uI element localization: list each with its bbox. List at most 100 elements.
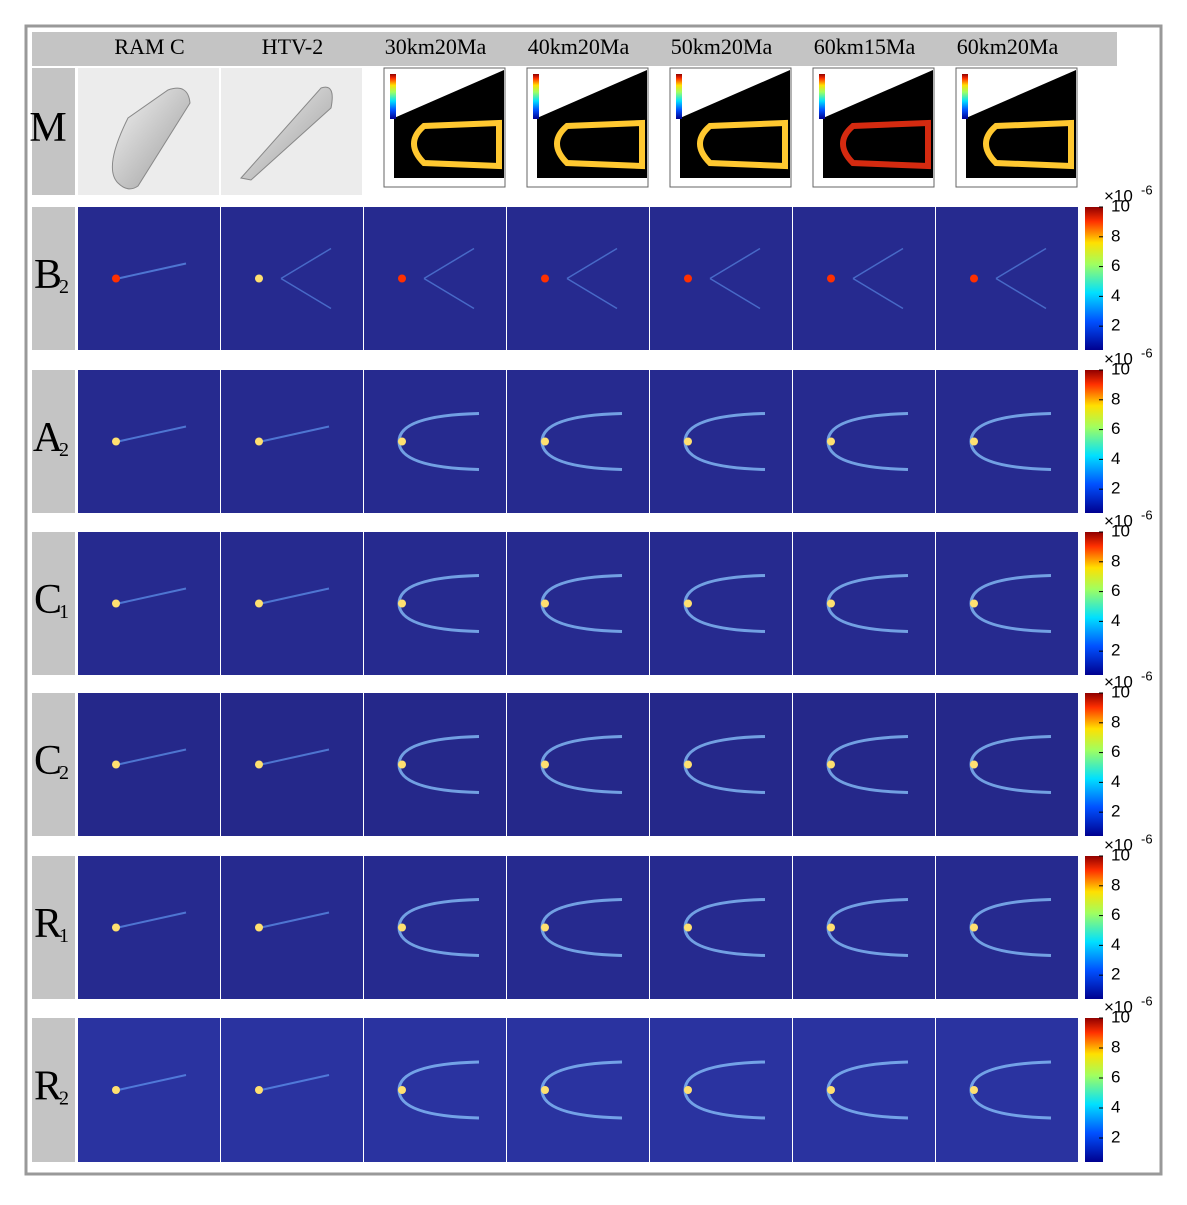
heatmap-panel bbox=[364, 207, 506, 350]
colorbar-exponent: -6 bbox=[1141, 993, 1153, 1008]
heatmap-panel bbox=[936, 856, 1078, 999]
heatmap-panel bbox=[650, 1018, 792, 1162]
heatmap-panel bbox=[221, 1018, 363, 1162]
ramc-model bbox=[111, 87, 191, 190]
hot-spot bbox=[112, 599, 120, 608]
colorbar-tick-label: 6 bbox=[1111, 256, 1120, 275]
hot-spot bbox=[398, 760, 406, 769]
shock-layer bbox=[697, 119, 788, 170]
colorbar-tick-label: 2 bbox=[1111, 1127, 1120, 1146]
heatmap-panel bbox=[78, 207, 220, 350]
heatmap-panel bbox=[650, 532, 792, 675]
colorbar-tick-label: 4 bbox=[1111, 772, 1120, 791]
heatmap-panel bbox=[78, 693, 220, 836]
heatmap-panel bbox=[936, 532, 1078, 675]
hot-spot bbox=[684, 274, 692, 283]
edge-trace bbox=[852, 247, 904, 310]
hot-spot bbox=[684, 437, 692, 446]
shock-layer bbox=[411, 119, 502, 170]
row-label-band bbox=[32, 532, 75, 675]
heatmap-panel bbox=[507, 1018, 649, 1162]
hot-spot bbox=[398, 923, 406, 932]
colorbar-tick-label: 8 bbox=[1111, 389, 1120, 408]
hot-spot bbox=[112, 923, 120, 932]
hot-spot bbox=[684, 599, 692, 608]
hot-spot bbox=[255, 760, 263, 769]
shock-layer bbox=[554, 119, 645, 170]
body-trace bbox=[260, 425, 330, 443]
hot-spot bbox=[398, 1086, 406, 1094]
colorbar-scale: ×10 bbox=[1104, 997, 1133, 1016]
hot-spot bbox=[398, 437, 406, 446]
edge-trace bbox=[280, 247, 332, 310]
hot-spot bbox=[970, 760, 978, 769]
heatmap-panel bbox=[793, 856, 935, 999]
contour-legend bbox=[676, 74, 682, 119]
edge-trace bbox=[566, 247, 618, 310]
colorbar-scale: ×10 bbox=[1104, 186, 1133, 205]
colorbar-tick-label: 10 bbox=[1111, 845, 1130, 864]
hot-spot bbox=[112, 274, 120, 283]
colorbar-tick-label: 8 bbox=[1111, 1037, 1120, 1056]
hot-spot bbox=[827, 274, 835, 283]
heatmap-panel bbox=[507, 856, 649, 999]
hot-spot bbox=[255, 923, 263, 932]
heatmap-panel bbox=[364, 370, 506, 513]
hot-spot bbox=[684, 1086, 692, 1094]
colorbar-tick-label: 8 bbox=[1111, 226, 1120, 245]
colorbar-tick-label: 8 bbox=[1111, 875, 1120, 894]
colorbar-tick-label: 10 bbox=[1111, 196, 1130, 215]
colorbar-tick-label: 6 bbox=[1111, 581, 1120, 600]
hot-spot bbox=[541, 599, 549, 608]
heatmap-panel bbox=[221, 856, 363, 999]
column-header: 60km20Ma bbox=[957, 34, 1059, 59]
colorbar-tick-label: 6 bbox=[1111, 742, 1120, 761]
colorbar-tick-label: 6 bbox=[1111, 1067, 1120, 1086]
colorbar bbox=[1085, 856, 1103, 999]
row-label: B bbox=[34, 252, 62, 298]
colorbar-scale: ×10 bbox=[1104, 511, 1133, 530]
heatmap-panel bbox=[221, 207, 363, 350]
header-band bbox=[32, 32, 1117, 66]
hot-spot bbox=[827, 1086, 835, 1094]
hot-spot bbox=[970, 599, 978, 608]
colorbar-tick-label: 2 bbox=[1111, 316, 1120, 335]
htv2-model bbox=[240, 86, 333, 181]
hot-spot bbox=[112, 437, 120, 446]
body-trace bbox=[117, 911, 187, 929]
heatmap-panel bbox=[650, 370, 792, 513]
colorbar-scale: ×10 bbox=[1104, 835, 1133, 854]
colorbar bbox=[1085, 532, 1103, 675]
colorbar bbox=[1085, 1018, 1103, 1162]
heatmap-panel bbox=[507, 532, 649, 675]
hot-spot bbox=[970, 1086, 978, 1094]
hot-spot bbox=[827, 923, 835, 932]
heatmap-panel bbox=[793, 532, 935, 675]
colorbar-scale: ×10 bbox=[1104, 672, 1133, 691]
row-label-subscript: 2 bbox=[59, 1088, 69, 1110]
body-trace bbox=[117, 425, 187, 443]
body-trace bbox=[117, 262, 187, 280]
heatmap-panel bbox=[793, 693, 935, 836]
row-label-band bbox=[32, 856, 75, 999]
row-label: R bbox=[34, 1064, 62, 1110]
hot-spot bbox=[255, 599, 263, 608]
colorbar-exponent: -6 bbox=[1141, 507, 1153, 522]
colorbar-scale: ×10 bbox=[1104, 349, 1133, 368]
hot-spot bbox=[398, 274, 406, 283]
colorbar-tick-label: 10 bbox=[1111, 1007, 1130, 1026]
colorbar-tick-label: 10 bbox=[1111, 521, 1130, 540]
body-trace bbox=[260, 1074, 330, 1091]
colorbar-tick-label: 4 bbox=[1111, 935, 1120, 954]
body-trace bbox=[260, 911, 330, 929]
row-label: A bbox=[33, 415, 64, 461]
row-label-subscript: 2 bbox=[59, 276, 69, 298]
body-trace bbox=[117, 1074, 187, 1091]
hot-spot bbox=[541, 760, 549, 769]
body-trace bbox=[117, 748, 187, 766]
heatmap-panel bbox=[78, 1018, 220, 1162]
heatmap-panel bbox=[650, 693, 792, 836]
row-label-subscript: 2 bbox=[59, 762, 69, 784]
heatmap-panel bbox=[936, 693, 1078, 836]
